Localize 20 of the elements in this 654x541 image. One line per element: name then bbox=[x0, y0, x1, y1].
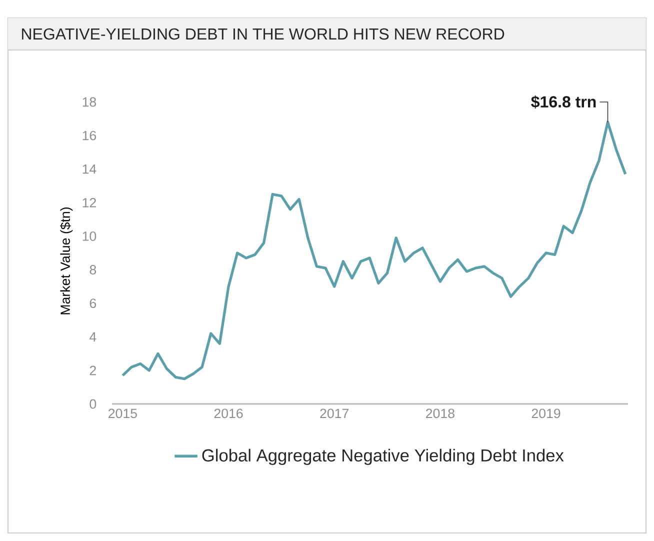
x-tick-label: 2017 bbox=[320, 408, 349, 418]
y-tick-label: 12 bbox=[82, 198, 96, 208]
legend-label: Global Aggregate Negative Yielding Debt Index bbox=[202, 448, 564, 466]
y-tick-label: 8 bbox=[90, 265, 96, 274]
y-tick-label: 4 bbox=[90, 332, 96, 342]
x-tick-label: 2018 bbox=[426, 408, 454, 418]
x-tick-label: 2019 bbox=[532, 408, 560, 418]
y-tick-label: 2 bbox=[90, 366, 96, 376]
y-tick-label: 0 bbox=[90, 399, 96, 409]
annotation: $16.8 trn bbox=[531, 95, 596, 109]
y-tick-label: 6 bbox=[90, 298, 96, 308]
y-tick-label: 18 bbox=[82, 97, 96, 107]
y-axis-title: Market Value ($tn) bbox=[60, 207, 73, 314]
y-tick-label: 16 bbox=[82, 130, 96, 140]
x-tick-label: 2016 bbox=[214, 408, 243, 418]
y-tick-label: 10 bbox=[82, 231, 96, 241]
y-tick-label: 14 bbox=[82, 164, 96, 174]
x-tick-label: 2015 bbox=[108, 408, 137, 418]
line-series bbox=[121, 120, 627, 380]
chart-title: NEGATIVE-YIELDING DEBT IN THE WORLD HITS NEW RECORD bbox=[22, 28, 504, 40]
